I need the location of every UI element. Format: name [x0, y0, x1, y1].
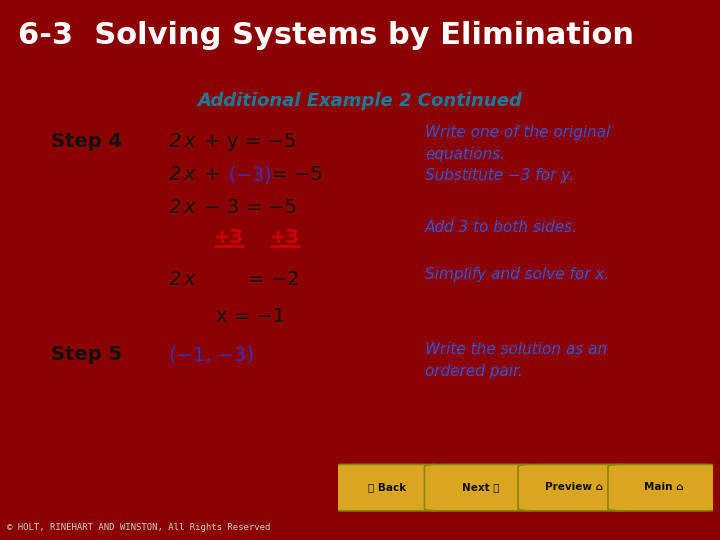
Text: x: x	[184, 270, 195, 289]
Text: 2: 2	[169, 165, 181, 184]
Text: = −2: = −2	[248, 270, 300, 289]
Text: +3: +3	[214, 228, 244, 247]
Text: Substitute −3 for y.: Substitute −3 for y.	[425, 168, 574, 183]
Text: Main ⌂: Main ⌂	[644, 482, 684, 492]
Text: − 3 = −5: − 3 = −5	[198, 198, 297, 217]
Text: Add 3 to both sides.: Add 3 to both sides.	[425, 220, 578, 235]
Text: x: x	[184, 198, 195, 217]
Text: Step 5: Step 5	[51, 345, 122, 364]
Text: © HOLT, RINEHART AND WINSTON, All Rights Reserved: © HOLT, RINEHART AND WINSTON, All Rights…	[7, 523, 271, 531]
Text: Additional Example 2 Continued: Additional Example 2 Continued	[197, 92, 523, 110]
FancyBboxPatch shape	[425, 464, 537, 511]
Text: x: x	[184, 165, 195, 184]
Text: (−3): (−3)	[228, 165, 272, 184]
Text: Next 〉: Next 〉	[462, 482, 500, 492]
Text: 6-3  Solving Systems by Elimination: 6-3 Solving Systems by Elimination	[18, 21, 634, 50]
Text: + y = −5: + y = −5	[198, 132, 297, 151]
FancyBboxPatch shape	[331, 464, 444, 511]
Text: (−1, −3): (−1, −3)	[169, 345, 254, 364]
Text: = −5: = −5	[265, 165, 323, 184]
Text: Step 4: Step 4	[51, 132, 122, 151]
Text: +: +	[198, 165, 228, 184]
FancyBboxPatch shape	[518, 464, 631, 511]
Text: ordered pair.: ordered pair.	[425, 364, 523, 379]
Text: x: x	[184, 132, 195, 151]
Text: 〈 Back: 〈 Back	[368, 482, 406, 492]
Text: equations.: equations.	[425, 147, 505, 162]
Text: Write the solution as an: Write the solution as an	[425, 342, 607, 357]
Text: 2: 2	[169, 270, 181, 289]
Text: x = −1: x = −1	[216, 307, 285, 326]
Text: 2: 2	[169, 198, 181, 217]
Text: 2: 2	[169, 132, 181, 151]
FancyBboxPatch shape	[608, 464, 720, 511]
Text: Simplify and solve for x.: Simplify and solve for x.	[425, 267, 609, 282]
Text: Write one of the original: Write one of the original	[425, 125, 611, 140]
Text: +3: +3	[270, 228, 300, 247]
Text: Preview ⌂: Preview ⌂	[545, 482, 603, 492]
